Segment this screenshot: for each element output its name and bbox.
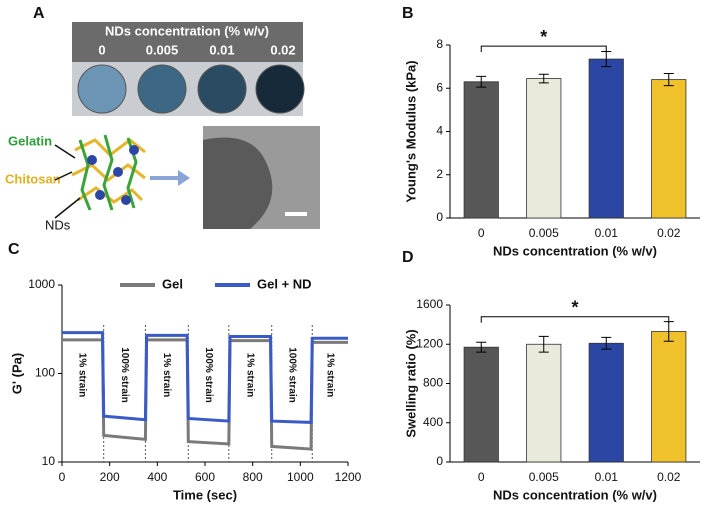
bar — [526, 78, 562, 219]
significance-bracket — [480, 316, 670, 323]
bar — [526, 343, 562, 463]
well — [137, 64, 187, 114]
error-bar — [538, 335, 549, 353]
error-bar — [476, 75, 487, 88]
y-tick-label: 0 — [436, 454, 443, 468]
x-tick-label: 1000 — [287, 470, 314, 484]
x-tick-label: 0 — [478, 226, 485, 240]
concentration: 0.01 — [209, 42, 234, 57]
x-tick-label: 0 — [59, 470, 66, 484]
well — [77, 64, 127, 114]
error-bar — [538, 73, 549, 84]
x-tick-label: 1200 — [335, 470, 362, 484]
x-axis-title: Time (sec) — [173, 487, 237, 502]
x-tick-label: 0 — [478, 470, 485, 484]
schematic — [54, 134, 146, 219]
y-axis-title: G' (Pa) — [9, 353, 24, 394]
concentration: 0 — [98, 42, 105, 57]
series-line — [62, 331, 348, 424]
error-bar — [663, 73, 674, 87]
legend-label: Gel — [162, 276, 183, 291]
header-bar — [72, 22, 303, 62]
error-bar — [476, 341, 487, 353]
bar — [651, 79, 687, 219]
y-tick-label: 400 — [423, 415, 443, 429]
y-tick-label: 10 — [42, 454, 56, 468]
legend-label: Gel + ND — [257, 276, 312, 291]
x-tick-label: 800 — [243, 470, 263, 484]
x-tick-label: 400 — [147, 470, 167, 484]
panel-label: A — [33, 5, 45, 22]
y-tick-label: 4 — [436, 124, 443, 138]
significance-star: * — [540, 27, 547, 47]
y-axis-title: Young's Modulus (kPa) — [403, 60, 418, 202]
y-tick-label: 0 — [436, 210, 443, 224]
panel-label: C — [8, 241, 20, 258]
concentration: 0.005 — [146, 42, 179, 57]
strain-label: 100% strain — [286, 347, 297, 403]
series-line — [62, 338, 348, 451]
y-tick-label: 1000 — [28, 277, 55, 291]
bar — [651, 331, 687, 463]
bar — [588, 342, 624, 463]
bar — [588, 58, 624, 219]
x-axis-title: NDs concentration (% w/v) — [493, 243, 657, 258]
y-tick-label: 2 — [436, 167, 443, 181]
strain-label: 1% strain — [77, 353, 88, 397]
strain-label: 1% strain — [161, 353, 172, 397]
strain-label: 1% strain — [245, 353, 256, 397]
panel-label: B — [402, 5, 414, 22]
x-tick-label: 200 — [100, 470, 120, 484]
significance-star: * — [571, 298, 578, 318]
strain-label: 1% strain — [324, 353, 335, 397]
header-text: NDs concentration (% w/v) — [105, 23, 269, 38]
scale-bar — [285, 212, 307, 216]
nds-label: NDs — [45, 217, 71, 232]
bar — [463, 81, 499, 219]
x-tick-label: 600 — [195, 470, 215, 484]
well — [255, 64, 305, 114]
bar — [463, 346, 499, 463]
x-tick-label: 0.02 — [657, 226, 681, 240]
x-tick-label: 0.01 — [595, 470, 619, 484]
y-tick-label: 6 — [436, 80, 443, 94]
y-tick-label: 1600 — [416, 297, 443, 311]
strain-label: 100% strain — [119, 347, 130, 403]
x-tick-label: 0.02 — [657, 470, 681, 484]
y-tick-label: 8 — [436, 37, 443, 51]
y-axis-title: Swelling ratio (%) — [403, 329, 418, 437]
x-tick-label: 0.005 — [529, 470, 559, 484]
y-tick-label: 1200 — [416, 336, 443, 350]
tem-texture — [203, 137, 273, 229]
gelatin-label: Gelatin — [8, 133, 52, 148]
y-tick-label: 100 — [35, 366, 55, 380]
chitosan-label: Chitosan — [5, 171, 61, 186]
strain-label: 100% strain — [203, 347, 214, 403]
panel-label: D — [402, 249, 414, 266]
arrow — [150, 170, 190, 186]
concentration: 0.02 — [270, 42, 295, 57]
significance-bracket — [480, 45, 607, 53]
well — [197, 64, 247, 114]
error-bar — [601, 336, 612, 350]
x-tick-label: 0.005 — [529, 226, 559, 240]
x-axis-title: NDs concentration (% w/v) — [493, 487, 657, 502]
y-tick-label: 800 — [423, 376, 443, 390]
x-tick-label: 0.01 — [595, 226, 619, 240]
